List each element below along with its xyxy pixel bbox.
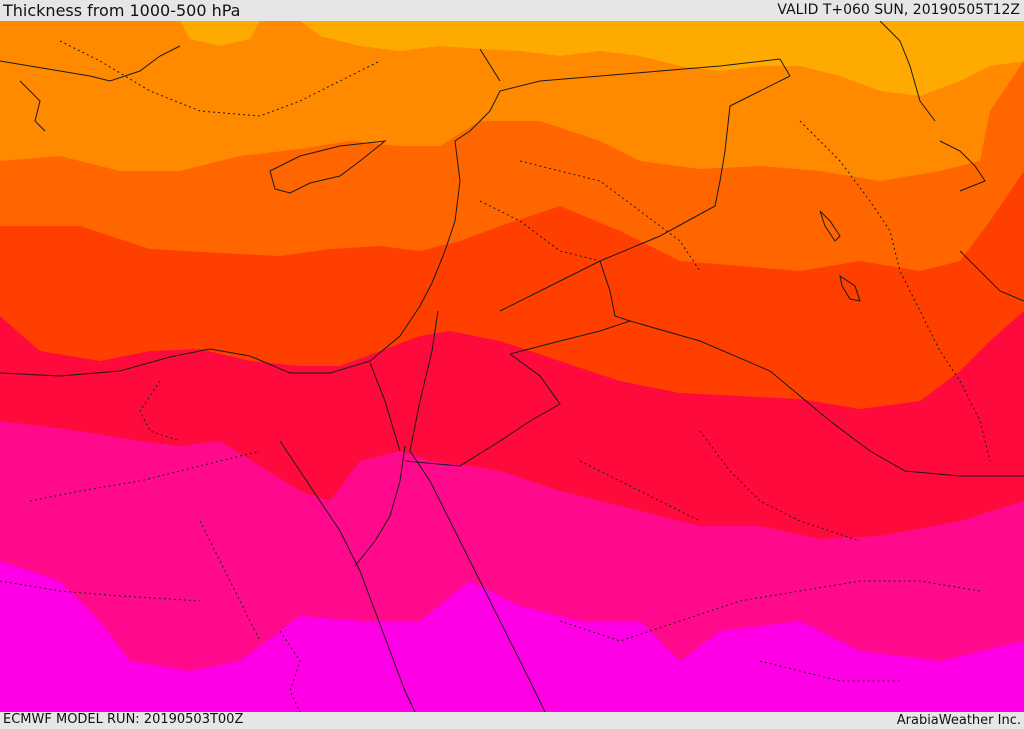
coastlines	[0, 21, 1024, 712]
thickness-map[interactable]	[0, 21, 1024, 712]
province-borders	[0, 40, 991, 712]
band-1-west	[180, 21, 260, 46]
model-run: ECMWF MODEL RUN: 20190503T00Z	[3, 712, 244, 727]
country-borders	[369, 48, 1024, 477]
band-1	[300, 21, 1024, 96]
header-bar: Thickness from 1000-500 hPa VALID T+060 …	[0, 0, 1024, 21]
brand-credit: ArabiaWeather Inc.	[896, 713, 1021, 728]
valid-time: VALID T+060 SUN, 20190505T12Z	[777, 2, 1020, 18]
map-canvas	[0, 21, 1024, 712]
map-title: Thickness from 1000-500 hPa	[3, 1, 241, 20]
footer-bar: ECMWF MODEL RUN: 20190503T00Z ArabiaWeat…	[0, 712, 1024, 729]
